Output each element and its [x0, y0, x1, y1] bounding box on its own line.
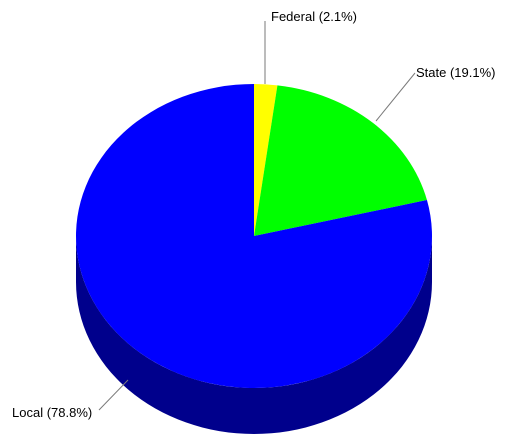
slice-state [254, 85, 427, 236]
slice-federal [254, 84, 278, 236]
leader-line-local [98, 379, 129, 411]
slice-label-state: State (19.1%) [416, 65, 496, 80]
slice-side-local [76, 236, 432, 434]
pie-side-walls [76, 236, 432, 434]
slice-labels: Federal (2.1%) State (19.1%) Local (78.8%) [12, 9, 496, 420]
slice-label-federal: Federal (2.1%) [271, 9, 357, 24]
leader-line-state [375, 72, 416, 122]
pie-slices [76, 83, 432, 388]
slice-label-local: Local (78.8%) [12, 405, 92, 420]
slice-local [76, 83, 432, 388]
leader-lines [98, 21, 416, 411]
